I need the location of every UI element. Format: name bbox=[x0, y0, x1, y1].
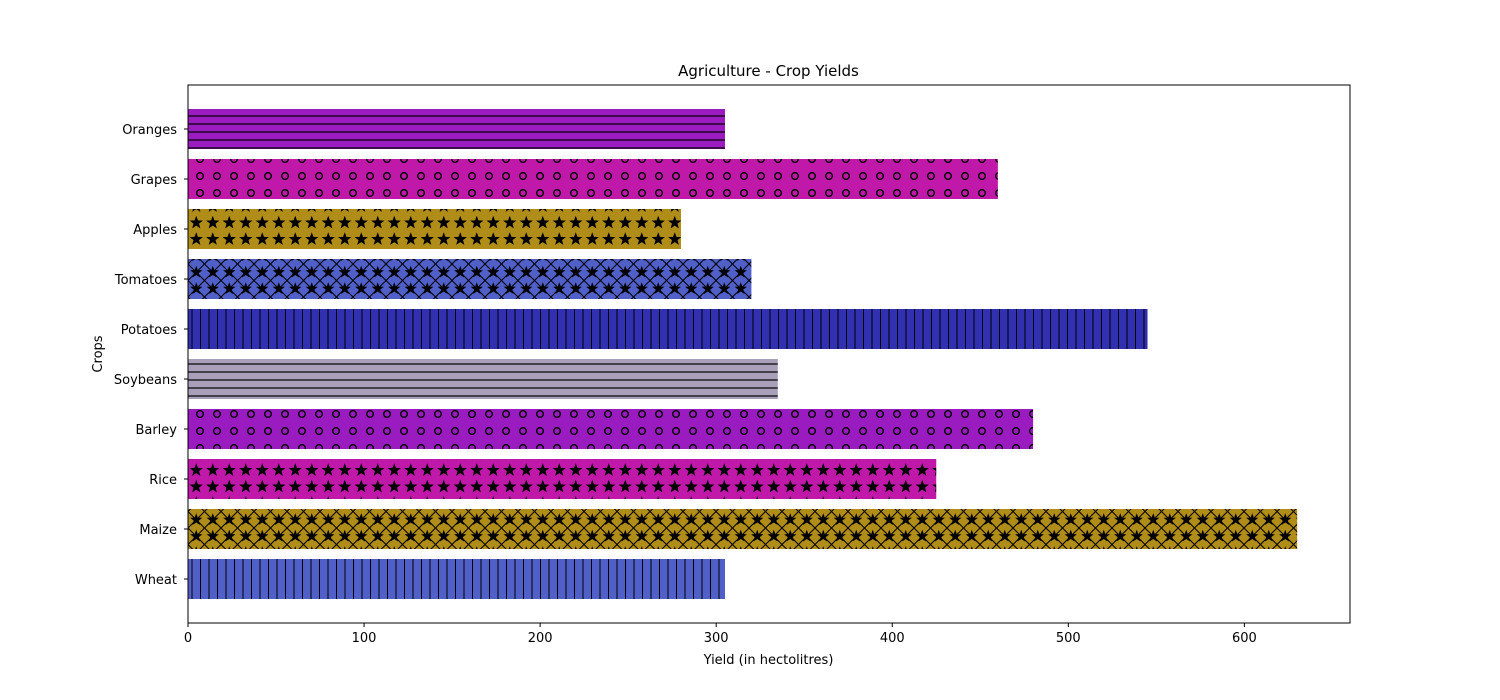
y-tick-label: Grapes bbox=[131, 173, 178, 188]
y-tick-label: Barley bbox=[135, 423, 177, 438]
bar-rice bbox=[188, 459, 937, 499]
x-tick-label: 300 bbox=[704, 631, 729, 646]
x-tick-label: 400 bbox=[880, 631, 905, 646]
x-axis: 0 100 200 300 400 500 600 bbox=[184, 623, 1257, 646]
bar-potatoes bbox=[188, 309, 1148, 349]
y-tick-label: Tomatoes bbox=[114, 273, 177, 288]
plot-frame bbox=[187, 84, 1351, 624]
y-tick-label: Soybeans bbox=[114, 373, 177, 388]
y-axis: Wheat Maize Rice Barley Soybeans Potatoes Toma… bbox=[114, 123, 188, 588]
bar-barley bbox=[188, 409, 1034, 449]
bar-maize bbox=[188, 509, 1298, 549]
bar-tomatoes bbox=[188, 259, 752, 299]
y-tick-label: Oranges bbox=[122, 123, 177, 138]
chart-title: Agriculture - Crop Yields bbox=[678, 62, 859, 80]
bar-wheat bbox=[188, 559, 725, 599]
y-tick-label: Potatoes bbox=[121, 323, 177, 338]
x-tick-label: 0 bbox=[184, 631, 192, 646]
y-tick-label: Rice bbox=[149, 473, 177, 488]
bar-oranges bbox=[188, 109, 725, 149]
y-tick-label: Maize bbox=[139, 523, 177, 538]
bar-soybeans bbox=[188, 359, 778, 399]
x-tick-label: 600 bbox=[1232, 631, 1257, 646]
y-tick-label: Apples bbox=[133, 223, 177, 238]
x-tick-label: 500 bbox=[1056, 631, 1081, 646]
bar-apples bbox=[188, 209, 681, 249]
y-tick-label: Wheat bbox=[135, 573, 177, 588]
bar-grapes bbox=[188, 159, 998, 199]
x-tick-label: 200 bbox=[528, 631, 553, 646]
y-axis-label: Crops bbox=[91, 335, 106, 372]
x-tick-label: 100 bbox=[352, 631, 377, 646]
bars-group bbox=[188, 109, 1298, 599]
x-axis-label: Yield (in hectolitres) bbox=[703, 653, 834, 668]
